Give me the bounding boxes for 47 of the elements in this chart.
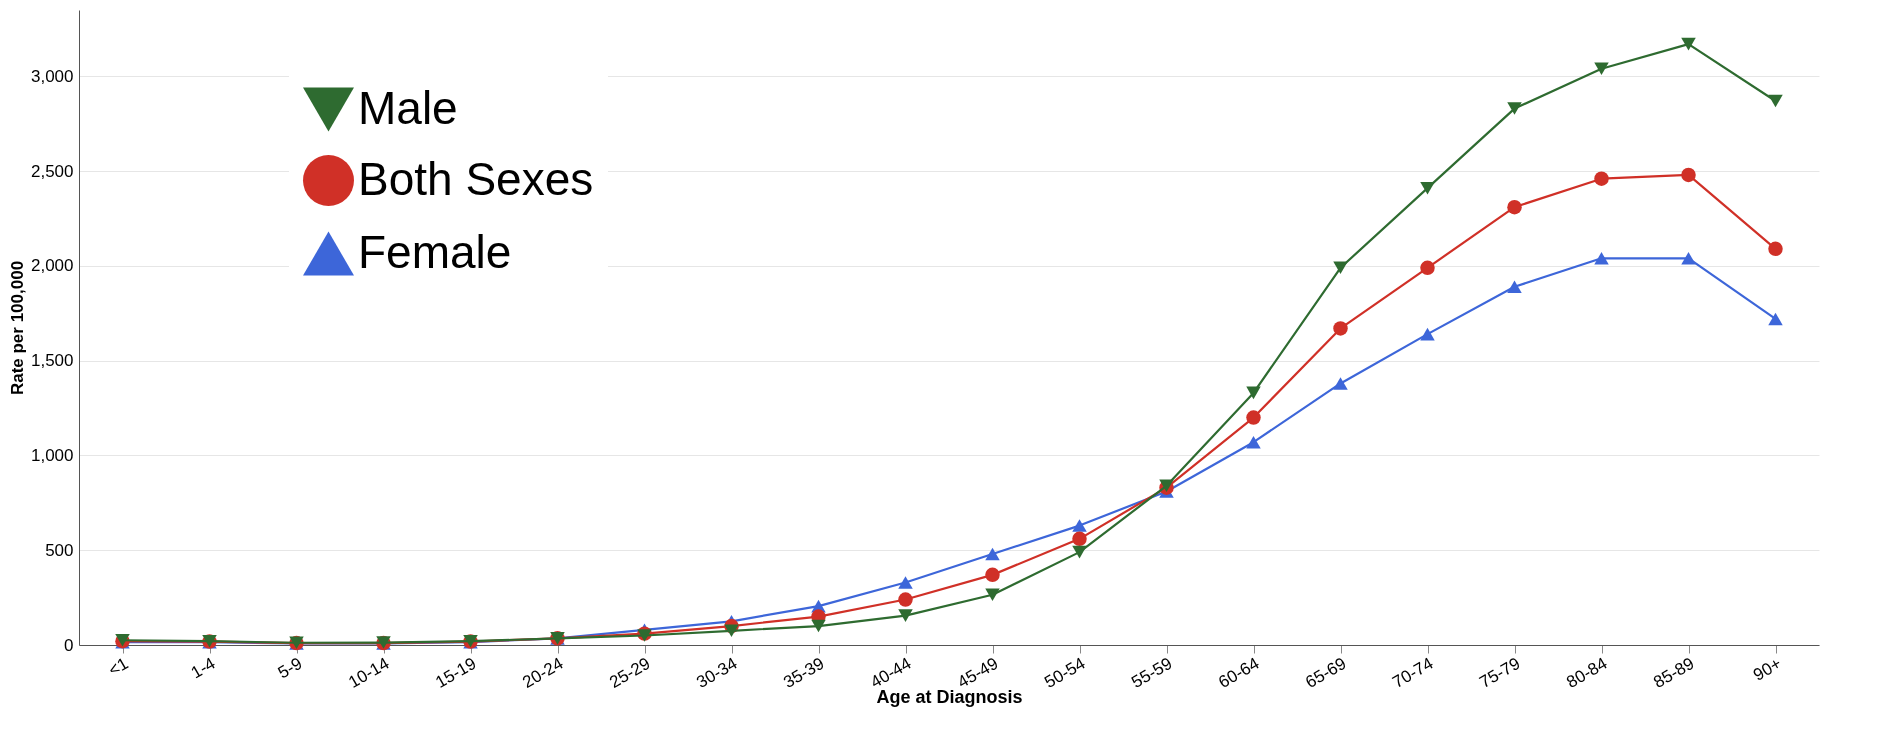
point [1420,327,1435,341]
point [1768,312,1783,326]
point [898,576,913,589]
point [898,592,913,607]
x-tick-label: 90+ [1750,653,1785,685]
y-tick-label: 1,500 [30,351,74,371]
point [1072,519,1087,532]
point [1246,386,1261,400]
y-tick-label: 2,000 [30,256,74,276]
point [724,624,739,638]
x-tick-label: 1-4 [187,653,219,683]
point [1333,377,1348,390]
point [985,588,1000,602]
point [1333,261,1348,275]
point [1420,260,1435,276]
point [1072,545,1087,559]
point [1420,181,1435,195]
legend-label: Both Sexes [358,152,594,205]
point [1681,37,1696,51]
point [985,567,1000,583]
point [1507,102,1522,115]
y-tick-label: 500 [45,540,74,560]
point [898,609,913,622]
point [1681,167,1696,183]
x-tick-label: <1 [105,653,132,680]
point [985,547,1000,561]
point [1507,199,1522,215]
point [811,619,826,633]
point [1681,252,1696,265]
point [1594,62,1609,76]
legend-label: Male [358,81,458,134]
y-tick-label: 1,000 [30,445,74,465]
point [1246,410,1261,425]
point [1594,171,1609,186]
point [1072,531,1087,547]
y-tick-label: 3,000 [30,66,74,86]
point [1768,94,1783,108]
point [1246,435,1261,449]
point [1333,321,1348,336]
point [1768,241,1783,257]
legend-label: Female [358,225,512,278]
y-tick-label: 0 [64,635,74,655]
y-axis-title: Rate per 100,000 [7,260,27,396]
point [1594,252,1609,265]
point [1507,280,1522,294]
y-tick-label: 2,500 [30,161,74,181]
x-tick-label: 5-9 [274,653,306,683]
